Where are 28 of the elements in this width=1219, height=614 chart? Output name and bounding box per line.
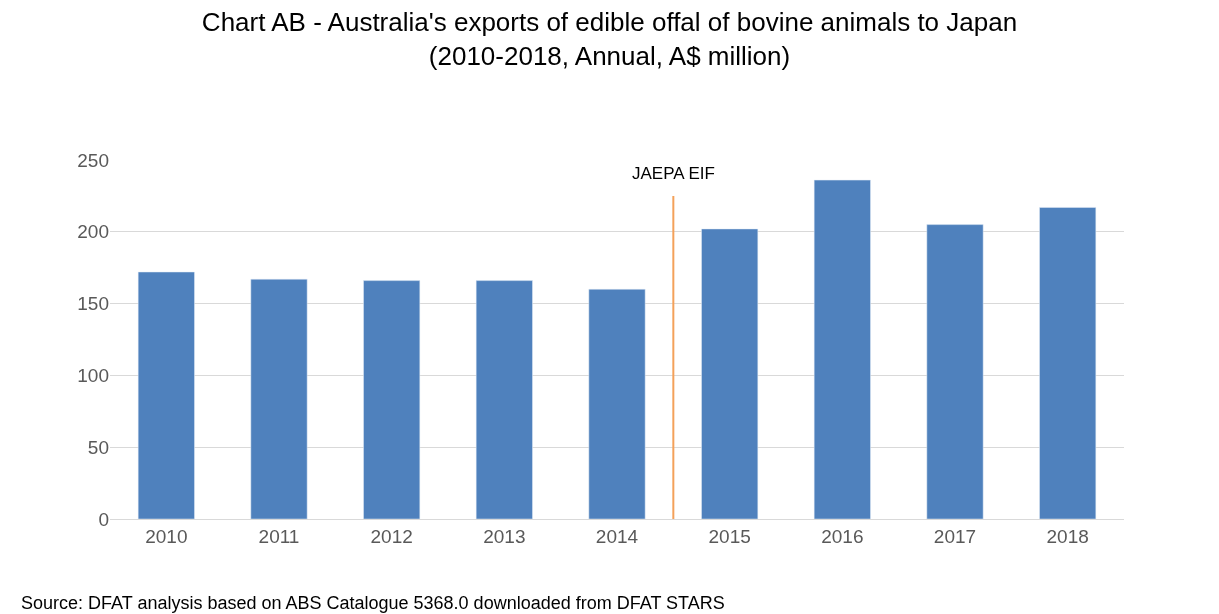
y-tick-label: 150 bbox=[77, 293, 109, 315]
x-tick-label: 2011 bbox=[258, 525, 300, 547]
bar bbox=[926, 224, 984, 519]
ref-line-label: JAEPA EIF bbox=[632, 164, 715, 183]
y-tick-label: 200 bbox=[77, 221, 109, 243]
bar bbox=[137, 271, 195, 519]
bar bbox=[475, 280, 533, 519]
bar bbox=[363, 280, 421, 519]
bar bbox=[250, 278, 308, 519]
x-tick-label: 2015 bbox=[708, 525, 751, 547]
x-tick-label: 2017 bbox=[933, 525, 977, 547]
x-tick-label: 2010 bbox=[145, 525, 188, 547]
x-tick-label: 2018 bbox=[1046, 525, 1089, 547]
x-tick-label: 2014 bbox=[595, 525, 639, 547]
bar bbox=[701, 228, 759, 519]
x-tick-label: 2013 bbox=[483, 525, 526, 547]
chart-subtitle: (2010-2018, Annual, A$ million) bbox=[428, 40, 791, 71]
y-tick-label: 100 bbox=[77, 365, 109, 387]
source-note: Source: DFAT analysis based on ABS Catalogue 5368.0 downloaded from DFAT STARS bbox=[21, 593, 725, 613]
y-tick-label: 250 bbox=[77, 149, 109, 171]
bar bbox=[1039, 207, 1097, 519]
x-tick-label: 2012 bbox=[370, 525, 413, 547]
x-tick-label: 2016 bbox=[821, 525, 864, 547]
y-tick-label: 50 bbox=[87, 436, 109, 458]
chart-title: Chart AB - Australia's exports of edible offal of bovine animals to Japan bbox=[201, 6, 1018, 37]
bar bbox=[813, 179, 871, 519]
y-tick-label: 0 bbox=[98, 508, 109, 530]
bar bbox=[588, 288, 646, 519]
